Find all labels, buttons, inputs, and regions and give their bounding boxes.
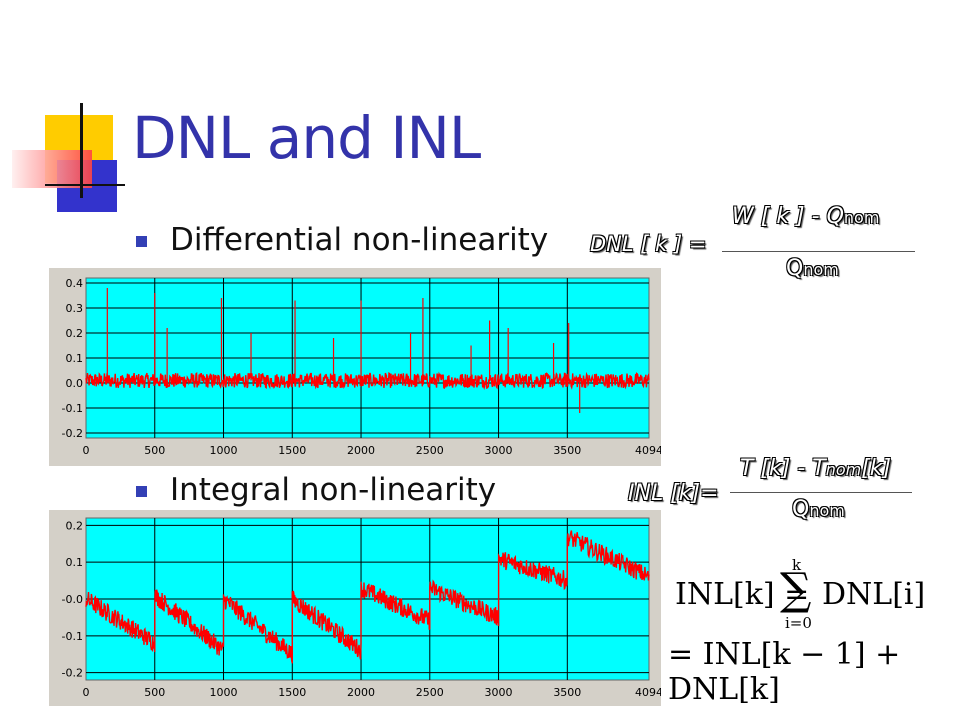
inl-trace bbox=[85, 530, 650, 664]
page-title: DNL and INL bbox=[132, 104, 481, 172]
decor-red-block bbox=[12, 150, 92, 188]
decor-vertical-line bbox=[80, 103, 83, 198]
y-tick-label: 0.3 bbox=[66, 302, 84, 315]
x-tick-label: 1000 bbox=[210, 686, 238, 699]
inl-formula-lhs: INL [k]= bbox=[628, 481, 719, 506]
inl-recursive-formula: = INL[k − 1] + DNL[k] bbox=[668, 637, 901, 707]
y-tick-label: -0.0 bbox=[62, 593, 83, 606]
x-tick-label: 2000 bbox=[347, 444, 375, 457]
x-tick-label: 1500 bbox=[278, 444, 306, 457]
inl-sum-lhs: INL[k] = bbox=[675, 577, 810, 612]
bullet-marker bbox=[136, 486, 147, 497]
x-tick-label: 3000 bbox=[485, 686, 513, 699]
x-tick-label: 1000 bbox=[210, 444, 238, 457]
inl-chart: 0 500 1000 1500 2000 2500 3000 3500 4094 0.2 0.1 -0… bbox=[62, 517, 663, 699]
dnl-formula-lhs: DNL [ k ] = bbox=[590, 232, 707, 256]
x-tick-label: 0 bbox=[83, 686, 90, 699]
sum-upper-limit: k bbox=[792, 556, 802, 574]
x-tick-label: 1500 bbox=[278, 686, 306, 699]
y-tick-label: 0.1 bbox=[66, 352, 84, 365]
y-tick-label: 0.0 bbox=[66, 377, 84, 390]
sum-lower-limit: i=0 bbox=[785, 614, 812, 632]
decor-horizontal-line bbox=[45, 184, 125, 186]
y-tick-label: 0.1 bbox=[66, 556, 84, 569]
y-tick-label: 0.4 bbox=[66, 277, 84, 290]
dnl-fraction-bar bbox=[722, 251, 915, 252]
bullet-dnl: Differential non-linearity bbox=[170, 222, 549, 258]
sum-symbol: ∑ bbox=[780, 564, 812, 615]
y-tick-label: 0.2 bbox=[66, 327, 84, 340]
x-tick-label: 4094 bbox=[635, 444, 661, 457]
dnl-chart-frame: 0 500 1000 1500 2000 2500 3000 3500 4094 0.4 0.3 0.… bbox=[49, 268, 663, 466]
x-tick-label: 2500 bbox=[416, 444, 444, 457]
bullet-marker bbox=[136, 236, 147, 247]
x-tick-label: 3500 bbox=[553, 686, 581, 699]
dnl-formula-numerator: W [ k ] - Qnom bbox=[732, 204, 880, 229]
dnl-chart: 0 500 1000 1500 2000 2500 3000 3500 4094 0.4 0.3 0.… bbox=[62, 277, 663, 457]
x-tick-label: 3500 bbox=[553, 444, 581, 457]
y-tick-label: 0.2 bbox=[66, 519, 84, 532]
inl-chart-frame: 0 500 1000 1500 2000 2500 3000 3500 4094 0.2 0.1 -0… bbox=[49, 510, 663, 706]
y-tick-label: -0.2 bbox=[62, 667, 83, 680]
x-tick-label: 500 bbox=[144, 686, 165, 699]
inl-fraction-bar bbox=[730, 492, 912, 493]
inl-formula-numerator: T [k] - Tnom[k] bbox=[740, 456, 892, 481]
y-tick-label: -0.2 bbox=[62, 427, 83, 440]
x-tick-label: 4094 bbox=[635, 686, 661, 699]
y-tick-label: -0.1 bbox=[62, 630, 83, 643]
bullet-inl: Integral non-linearity bbox=[170, 472, 497, 508]
x-tick-label: 3000 bbox=[485, 444, 513, 457]
x-tick-label: 2000 bbox=[347, 686, 375, 699]
dnl-trace bbox=[85, 371, 650, 391]
inl-sum-rhs: DNL[i] bbox=[822, 577, 926, 612]
y-tick-label: -0.1 bbox=[62, 402, 83, 415]
x-tick-label: 0 bbox=[83, 444, 90, 457]
x-tick-label: 500 bbox=[144, 444, 165, 457]
x-tick-label: 2500 bbox=[416, 686, 444, 699]
inl-formula-denominator: Qnom bbox=[792, 497, 845, 522]
dnl-formula-denominator: Qnom bbox=[786, 256, 839, 281]
